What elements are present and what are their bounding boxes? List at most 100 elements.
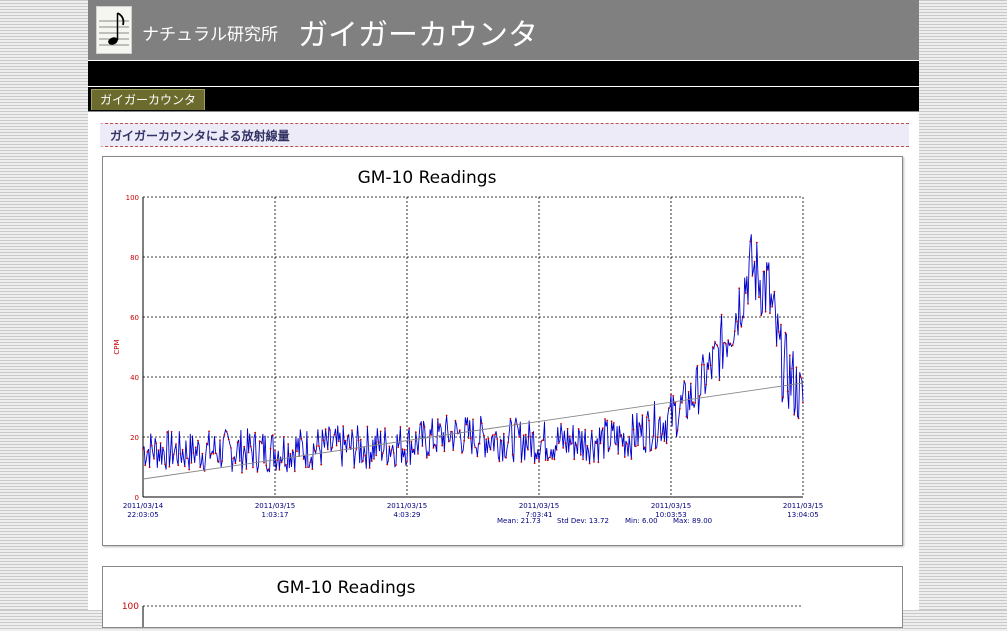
data-point bbox=[313, 449, 316, 452]
data-point bbox=[623, 456, 626, 458]
data-point bbox=[487, 437, 490, 440]
data-point bbox=[194, 446, 197, 449]
x-tick-time: 4:03:29 bbox=[394, 511, 421, 519]
data-point bbox=[375, 454, 378, 457]
data-point bbox=[150, 444, 153, 447]
data-point bbox=[366, 425, 369, 428]
data-point bbox=[793, 413, 796, 416]
site-name[interactable]: ナチュラル研究所 bbox=[142, 25, 278, 45]
stats-label: Std Dev: 13.72 bbox=[557, 517, 609, 525]
data-point bbox=[524, 433, 527, 436]
stats-label: Mean: 21.73 bbox=[497, 517, 541, 525]
nav-bar: ガイガーカウンタ bbox=[88, 87, 919, 112]
data-point bbox=[509, 417, 512, 420]
data-point bbox=[533, 462, 536, 464]
data-point bbox=[285, 463, 287, 466]
data-point bbox=[703, 363, 705, 366]
data-point bbox=[155, 442, 158, 445]
stats-label: Max: 89.00 bbox=[673, 517, 712, 525]
data-point bbox=[650, 449, 653, 452]
data-point bbox=[423, 426, 426, 428]
x-tick-date: 2011/03/15 bbox=[255, 502, 295, 510]
data-point bbox=[353, 466, 356, 469]
data-point bbox=[219, 439, 221, 441]
data-point bbox=[648, 419, 650, 422]
data-point bbox=[172, 453, 175, 456]
data-point bbox=[146, 450, 149, 453]
data-point bbox=[485, 438, 488, 441]
data-point bbox=[586, 444, 589, 447]
data-point bbox=[678, 407, 681, 410]
data-point bbox=[392, 452, 395, 454]
data-point bbox=[698, 395, 701, 397]
data-point bbox=[247, 451, 250, 454]
chart-gm10-readings-2: GM-10 Readings 100 bbox=[122, 578, 803, 627]
data-point bbox=[227, 438, 230, 441]
data-point bbox=[153, 457, 155, 460]
data-point bbox=[362, 460, 364, 462]
data-point bbox=[491, 434, 494, 437]
data-point bbox=[142, 448, 144, 451]
data-point bbox=[494, 433, 496, 436]
data-point bbox=[315, 445, 318, 447]
data-point bbox=[291, 449, 294, 452]
data-point bbox=[799, 376, 802, 379]
data-point bbox=[280, 461, 283, 464]
data-point bbox=[621, 444, 624, 447]
data-point bbox=[676, 429, 679, 431]
data-point bbox=[780, 323, 782, 326]
tab-geiger-counter[interactable]: ガイガーカウンタ bbox=[91, 89, 206, 110]
data-point bbox=[584, 428, 587, 431]
data-point bbox=[190, 462, 193, 464]
data-point bbox=[784, 331, 787, 334]
data-point bbox=[452, 449, 455, 451]
data-point bbox=[742, 316, 745, 319]
data-point bbox=[447, 440, 450, 443]
data-point bbox=[762, 270, 765, 273]
data-point bbox=[351, 429, 353, 432]
data-point bbox=[687, 390, 690, 393]
logo-music-note-icon[interactable] bbox=[96, 6, 132, 54]
data-point bbox=[630, 458, 633, 460]
data-point bbox=[144, 464, 147, 467]
data-point bbox=[168, 465, 171, 468]
data-point bbox=[535, 457, 538, 460]
data-point bbox=[615, 443, 617, 446]
x-tick-time: 1:03:17 bbox=[262, 511, 289, 519]
data-point bbox=[661, 433, 664, 435]
data-point bbox=[395, 464, 397, 466]
data-point bbox=[465, 423, 468, 426]
chart-panel: GM-10 Readings 0 20 40 60 80 100 2011/03/14 22:0… bbox=[102, 156, 903, 546]
data-point bbox=[645, 416, 648, 419]
data-point bbox=[408, 427, 411, 430]
y-tick-label: 100 bbox=[126, 194, 139, 202]
data-point bbox=[355, 448, 358, 450]
data-point bbox=[344, 439, 347, 442]
y-tick-label: 80 bbox=[130, 254, 139, 262]
data-point bbox=[230, 447, 232, 449]
data-point bbox=[689, 382, 692, 385]
data-point bbox=[467, 437, 470, 439]
data-point bbox=[560, 423, 562, 425]
data-point bbox=[265, 464, 268, 467]
data-point bbox=[425, 456, 428, 459]
data-point bbox=[716, 344, 719, 347]
data-point bbox=[463, 439, 466, 442]
data-point bbox=[403, 448, 406, 451]
data-point bbox=[474, 446, 477, 449]
data-point bbox=[175, 443, 177, 445]
data-point bbox=[500, 439, 503, 442]
data-point bbox=[346, 435, 349, 438]
data-point bbox=[727, 339, 730, 341]
data-point bbox=[388, 445, 391, 448]
data-point bbox=[390, 449, 393, 451]
data-point bbox=[263, 461, 265, 464]
data-point bbox=[450, 430, 452, 433]
data-point bbox=[307, 466, 309, 468]
data-point bbox=[401, 448, 404, 450]
data-point bbox=[782, 396, 785, 398]
data-point bbox=[595, 442, 598, 445]
data-point bbox=[428, 454, 430, 457]
data-point bbox=[568, 435, 571, 438]
data-point bbox=[296, 450, 298, 453]
